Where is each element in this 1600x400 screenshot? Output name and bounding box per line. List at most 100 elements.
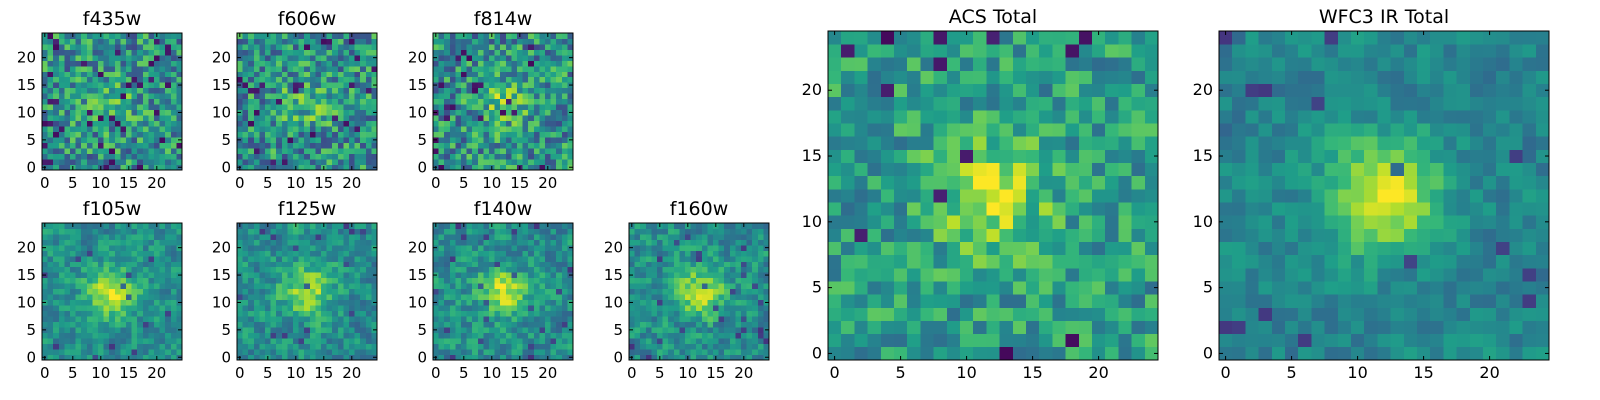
- heatmap-cell: [276, 233, 283, 240]
- heatmap-cell: [237, 233, 243, 240]
- heatmap-cell: [735, 299, 742, 306]
- heatmap-cell: [455, 316, 462, 323]
- heatmap-cell: [304, 54, 311, 61]
- heatmap-cell: [154, 277, 160, 284]
- heatmap-cell: [131, 60, 138, 67]
- heatmap-cell: [673, 266, 680, 273]
- heatmap-cell: [75, 126, 82, 133]
- heatmap-cell: [466, 43, 473, 50]
- heatmap-cell: [438, 33, 445, 39]
- heatmap-cell: [287, 104, 294, 111]
- heatmap-cell: [114, 294, 121, 301]
- heatmap-cell: [550, 137, 557, 143]
- heatmap-cell: [533, 321, 540, 328]
- heatmap-cell: [640, 261, 647, 268]
- heatmap-cell: [103, 299, 110, 306]
- heatmap-cell: [360, 299, 367, 306]
- heatmap-cell: [53, 277, 60, 284]
- heatmap-cell: [668, 354, 675, 361]
- heatmap-cell: [315, 82, 322, 89]
- heatmap-cell: [673, 233, 680, 240]
- heatmap-cell: [343, 104, 350, 111]
- heatmap-cell: [287, 327, 294, 333]
- heatmap-cell: [528, 98, 535, 105]
- heatmap-cell: [248, 164, 255, 171]
- heatmap-cell: [47, 316, 54, 323]
- heatmap-cell: [365, 93, 372, 100]
- heatmap-cell: [265, 283, 271, 290]
- heatmap-cell: [276, 33, 283, 39]
- heatmap-cell: [58, 305, 65, 312]
- heatmap-cell: [64, 327, 71, 333]
- heatmap-cell: [75, 38, 82, 45]
- heatmap-cell: [489, 294, 495, 301]
- heatmap-cell: [360, 82, 367, 89]
- heatmap-cell: [707, 349, 714, 355]
- heatmap-cell: [159, 65, 166, 72]
- heatmap-cell: [477, 93, 484, 100]
- heatmap-cell: [142, 338, 149, 344]
- heatmap-cell: [522, 288, 529, 295]
- heatmap-cell: [142, 277, 149, 284]
- heatmap-cell: [511, 126, 518, 133]
- heatmap-cell: [315, 54, 322, 61]
- heatmap-cell: [483, 283, 490, 290]
- heatmap-cell: [120, 164, 127, 171]
- heatmap-cell: [960, 188, 974, 203]
- heatmap-cell: [354, 305, 361, 312]
- heatmap-cell: [293, 120, 299, 127]
- heatmap-cell: [1105, 281, 1119, 295]
- heatmap-cell: [533, 288, 540, 295]
- heatmap-cell: [533, 142, 540, 149]
- heatmap-cell: [685, 310, 691, 317]
- heatmap-cell: [707, 261, 714, 268]
- heatmap-cell: [828, 294, 842, 308]
- heatmap-cell: [120, 261, 127, 268]
- heatmap-cell: [131, 93, 138, 100]
- heatmap-cell: [433, 261, 439, 268]
- heatmap-cell: [946, 228, 961, 242]
- heatmap-cell: [735, 223, 742, 229]
- heatmap-cell: [449, 277, 456, 284]
- heatmap-cell: [1026, 254, 1040, 269]
- heatmap-cell: [828, 307, 842, 321]
- heatmap-cell: [696, 305, 703, 312]
- heatmap-cell: [53, 228, 60, 235]
- heatmap-cell: [242, 255, 249, 262]
- x-tick-label: 10: [482, 364, 501, 382]
- heatmap-cell: [281, 321, 288, 328]
- heatmap-cell: [545, 87, 551, 94]
- heatmap-cell: [960, 228, 974, 242]
- heatmap-cell: [729, 250, 736, 257]
- heatmap-cell: [494, 310, 501, 317]
- y-tick-label: 5: [221, 321, 231, 339]
- heatmap-cell: [75, 164, 82, 171]
- heatmap-cell: [326, 305, 333, 312]
- heatmap-cell: [545, 321, 551, 328]
- heatmap-cell: [651, 338, 658, 344]
- heatmap-cell: [248, 60, 255, 67]
- heatmap-cell: [455, 159, 462, 165]
- heatmap-cell: [109, 148, 116, 154]
- heatmap-cell: [287, 228, 294, 235]
- heatmap-cell: [841, 188, 855, 203]
- heatmap-cell: [109, 294, 116, 301]
- heatmap-cell: [70, 321, 76, 328]
- heatmap-cell: [634, 288, 641, 295]
- heatmap-cell: [242, 228, 249, 235]
- heatmap-cell: [120, 266, 127, 273]
- heatmap-cell: [438, 164, 445, 171]
- heatmap-cell: [70, 332, 76, 339]
- heatmap-cell: [718, 283, 725, 290]
- heatmap-cell: [304, 159, 311, 165]
- heatmap-cell: [679, 332, 686, 339]
- heatmap-cell: [662, 288, 669, 295]
- heatmap-cell: [718, 261, 725, 268]
- heatmap-cell: [81, 71, 88, 78]
- heatmap-cell: [70, 115, 76, 122]
- heatmap-cell: [148, 120, 155, 127]
- heatmap-cell: [561, 239, 568, 246]
- heatmap-cell: [287, 49, 294, 56]
- heatmap-cell: [489, 283, 495, 290]
- heatmap-cell: [248, 294, 255, 301]
